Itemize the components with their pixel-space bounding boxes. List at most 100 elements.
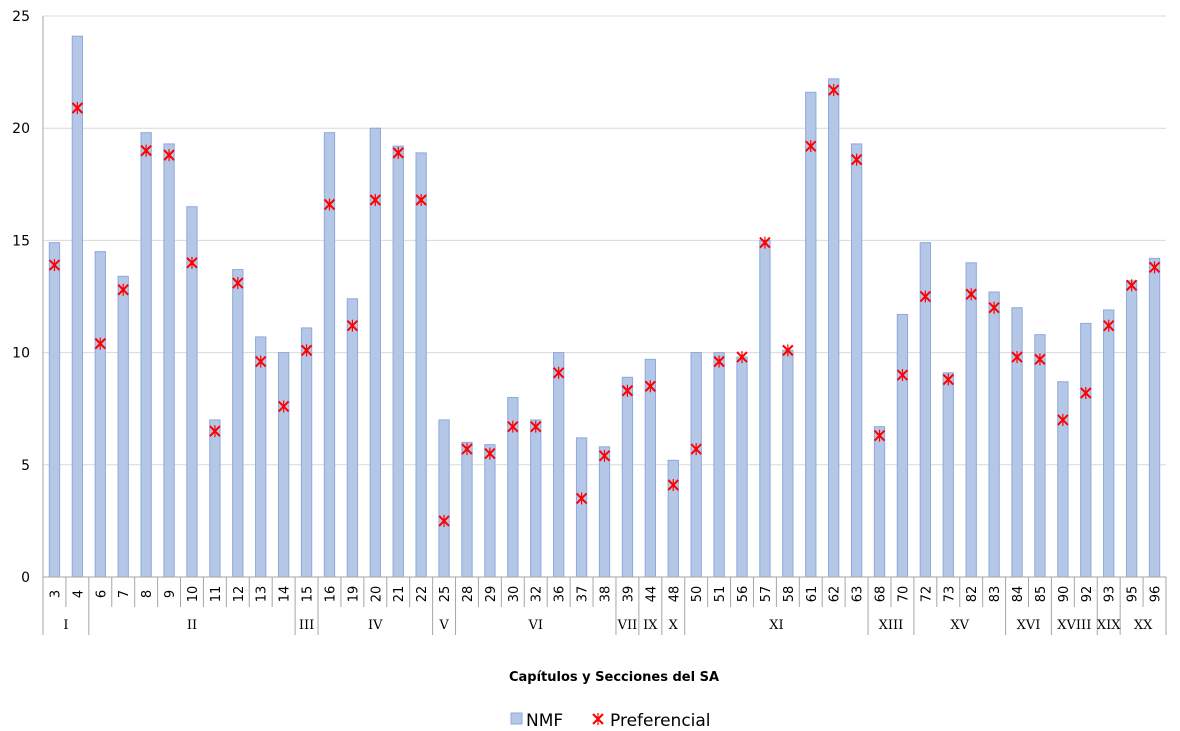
group-label: II xyxy=(187,618,197,633)
marker-preferencial-84 xyxy=(1011,351,1023,364)
bar-nmf-15 xyxy=(300,327,313,578)
bar-nmf-25 xyxy=(438,419,450,578)
legend: NMF Preferencial xyxy=(510,711,711,731)
bar-nmf-57 xyxy=(759,239,771,578)
y-tick-label: 5 xyxy=(21,458,30,474)
bar-nmf-95 xyxy=(1125,280,1138,578)
marker-preferencial-32 xyxy=(530,420,542,433)
bar-nmf-70 xyxy=(896,313,909,578)
group-label: XV xyxy=(950,618,969,633)
x-tick-label: 10 xyxy=(186,586,201,603)
y-tick-label: 10 xyxy=(12,346,30,362)
x-tick-label: 9 xyxy=(163,590,178,598)
group-label: XIX xyxy=(1097,618,1121,633)
bar-nmf-58 xyxy=(782,349,794,578)
bar-nmf-62 xyxy=(828,78,840,578)
marker-preferencial-38 xyxy=(598,449,611,462)
marker-preferencial-85 xyxy=(1034,353,1046,366)
bar-nmf-28 xyxy=(461,441,473,578)
bar-nmf-92 xyxy=(1080,322,1092,578)
x-tick-label: 32 xyxy=(530,586,545,603)
marker-preferencial-29 xyxy=(484,447,496,460)
legend-label-nmf: NMF xyxy=(526,711,563,731)
group-label: I xyxy=(63,618,68,633)
x-tick-label: 20 xyxy=(369,586,384,603)
group-label: XVI xyxy=(1017,618,1041,633)
marker-preferencial-37 xyxy=(575,492,588,505)
marker-preferencial-90 xyxy=(1057,413,1069,426)
group-label: XI xyxy=(769,618,783,633)
x-tick-label: 48 xyxy=(667,586,682,603)
x-tick-label: 3 xyxy=(48,590,63,598)
x-tick-label: 51 xyxy=(713,586,728,603)
x-tick-label: 82 xyxy=(965,586,980,603)
x-tick-label: 50 xyxy=(690,586,705,603)
marker-preferencial-44 xyxy=(644,380,657,393)
marker-preferencial-21 xyxy=(392,146,404,159)
marker-preferencial-16 xyxy=(323,198,336,211)
bar-nmf-39 xyxy=(621,376,634,578)
bar-nmf-82 xyxy=(965,262,977,578)
bar-nmf-51 xyxy=(713,352,725,578)
bar-nmf-90 xyxy=(1057,381,1069,578)
marker-preferencial-8 xyxy=(140,144,152,157)
marker-preferencial-58 xyxy=(782,344,794,357)
bar-nmf-68 xyxy=(873,426,886,578)
group-label: XVIII xyxy=(1057,618,1091,633)
x-tick-label: 37 xyxy=(576,586,591,603)
x-tick-label: 8 xyxy=(140,590,155,598)
marker-preferencial-63 xyxy=(850,153,863,166)
legend-marker-preferencial xyxy=(592,713,604,725)
x-tick-label: 84 xyxy=(1011,586,1026,603)
y-tick-label: 15 xyxy=(12,233,30,249)
bar-nmf-73 xyxy=(942,372,954,578)
x-tick-label: 29 xyxy=(484,586,499,603)
marker-preferencial-9 xyxy=(163,149,175,162)
group-label: IX xyxy=(643,618,658,633)
group-label: XIII xyxy=(879,618,904,633)
bar-nmf-14 xyxy=(277,352,290,578)
marker-preferencial-70 xyxy=(896,369,909,382)
x-tick-label: 16 xyxy=(323,586,338,603)
bar-nmf-96 xyxy=(1148,257,1161,578)
marker-preferencial-93 xyxy=(1102,319,1115,332)
x-tick-label: 95 xyxy=(1126,586,1141,603)
marker-preferencial-3 xyxy=(48,259,61,272)
bar-nmf-6 xyxy=(94,251,106,578)
x-tick-label: 57 xyxy=(759,586,774,603)
bar-nmf-13 xyxy=(255,336,267,578)
x-tick-label: 44 xyxy=(644,586,659,603)
bar-nmf-21 xyxy=(392,145,404,578)
marker-preferencial-73 xyxy=(942,373,954,386)
x-tick-label: 6 xyxy=(94,590,109,598)
marker-preferencial-92 xyxy=(1080,386,1092,399)
x-tick-label: 92 xyxy=(1080,586,1095,603)
group-label: V xyxy=(438,618,449,633)
bar-nmf-38 xyxy=(598,446,611,578)
x-tick-label: 11 xyxy=(209,586,224,603)
x-tick-label: 72 xyxy=(919,586,934,603)
marker-preferencial-96 xyxy=(1148,261,1161,274)
marker-preferencial-10 xyxy=(186,256,198,269)
x-tick-label: 15 xyxy=(301,586,316,603)
group-label: VI xyxy=(527,618,543,633)
bar-nmf-93 xyxy=(1103,309,1115,578)
bar-nmf-83 xyxy=(988,291,1000,578)
x-tick-label: 61 xyxy=(805,586,820,603)
x-tick-label: 22 xyxy=(415,586,430,603)
y-tick-label: 20 xyxy=(12,121,30,137)
legend-label-preferencial: Preferencial xyxy=(610,711,711,731)
x-tick-label: 28 xyxy=(461,586,476,603)
bar-nmf-12 xyxy=(232,269,244,578)
x-tick-label: 38 xyxy=(599,586,614,603)
marker-preferencial-57 xyxy=(759,236,771,249)
bar-nmf-22 xyxy=(415,152,427,578)
marker-preferencial-19 xyxy=(346,319,359,332)
y-tick-label: 0 xyxy=(21,570,30,586)
bar-nmf-85 xyxy=(1034,334,1046,578)
bar-nmf-48 xyxy=(667,459,679,578)
x-tick-label: 56 xyxy=(736,586,751,603)
bar-nmf-61 xyxy=(805,91,817,578)
x-tick-label: 39 xyxy=(621,586,636,603)
